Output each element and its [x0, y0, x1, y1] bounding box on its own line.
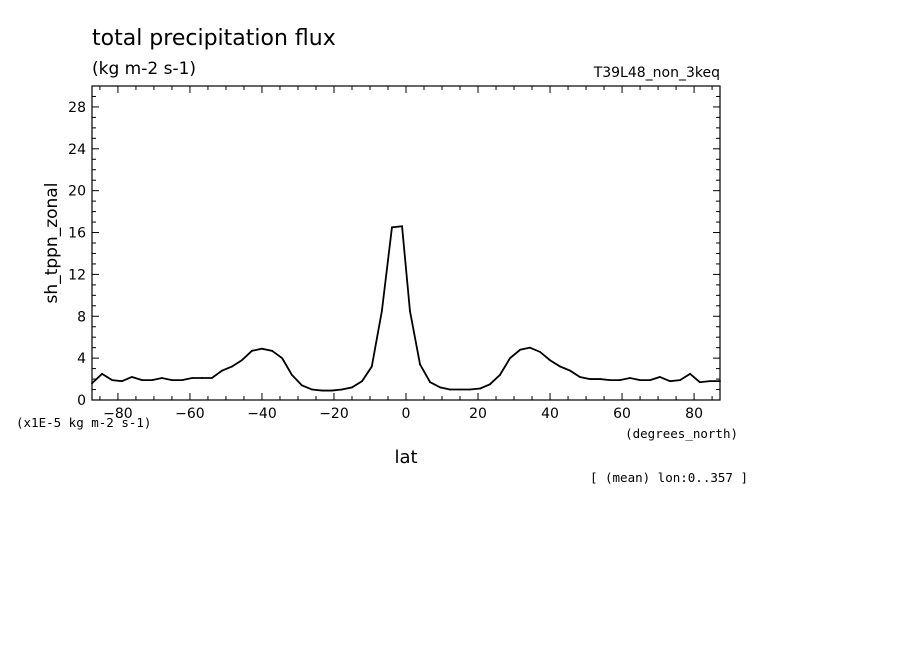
data-point	[101, 372, 103, 375]
y-tick-label: 12	[68, 267, 86, 283]
data-point	[709, 380, 711, 383]
data-point	[549, 359, 551, 362]
data-point	[141, 379, 143, 382]
data-point	[160, 377, 163, 379]
plot-area: −80 −60 −40 −20 0 20 40 60 80 0 4 8 12 16 20 24 28	[68, 85, 721, 422]
data-point	[609, 379, 612, 382]
data-point	[479, 387, 482, 390]
data-point	[409, 310, 411, 312]
x-tick-label: −40	[247, 406, 277, 422]
data-point	[401, 225, 403, 228]
data-point	[91, 382, 93, 385]
data-point	[629, 377, 631, 379]
data-point	[200, 377, 203, 379]
data-point	[321, 389, 323, 392]
data-point	[261, 347, 263, 350]
data-point	[191, 377, 194, 379]
data-point	[391, 226, 393, 229]
data-point	[370, 365, 373, 368]
data-point	[528, 346, 531, 349]
y-tick-label: 28	[68, 100, 86, 116]
data-point	[111, 379, 114, 382]
data-point	[290, 373, 293, 376]
y-axis-label: sh_tppn_zonal	[42, 183, 62, 304]
data-point	[639, 379, 641, 382]
chart-title: total precipitation flux	[92, 26, 336, 51]
data-point	[380, 310, 383, 312]
data-point	[231, 365, 233, 368]
x-tick-label: 60	[613, 406, 631, 422]
x-tick-label: −80	[103, 406, 133, 422]
data-point	[519, 348, 522, 351]
data-point	[658, 376, 661, 378]
series-line	[91, 225, 720, 392]
data-point	[351, 386, 353, 389]
y-tick-label: 4	[77, 351, 86, 367]
experiment-label: T39L48_non_3keq	[593, 65, 720, 81]
data-point	[240, 359, 243, 362]
y-scale-note: (x1E-5 kg m-2 s-1)	[16, 415, 151, 430]
x-tick-label: −60	[175, 406, 205, 422]
data-point	[539, 350, 541, 353]
data-point	[311, 388, 313, 391]
data-point	[589, 378, 591, 380]
data-point	[499, 373, 501, 376]
data-point	[698, 381, 701, 384]
data-point	[429, 381, 432, 384]
data-point	[271, 349, 273, 352]
series-points	[91, 225, 721, 392]
data-point	[469, 388, 471, 391]
x-tick-label: −20	[319, 406, 349, 422]
x-axis-units: (degrees_north)	[625, 426, 738, 441]
data-point	[250, 349, 253, 352]
footnote: [ (mean) lon:0..357 ]	[590, 470, 748, 485]
x-axis: −80 −60 −40 −20 0 20 40 60 80	[99, 86, 713, 422]
data-point	[171, 379, 173, 382]
chart-units: (kg m-2 s-1)	[92, 59, 196, 79]
data-point	[419, 363, 421, 366]
data-point	[151, 379, 154, 382]
data-point	[181, 379, 183, 382]
data-point	[618, 379, 621, 382]
x-tick-label: 20	[469, 406, 487, 422]
y-tick-label: 8	[77, 309, 86, 325]
data-point	[599, 378, 601, 380]
data-point	[301, 384, 303, 387]
data-point	[211, 377, 213, 379]
data-point	[120, 380, 123, 383]
data-point	[341, 388, 343, 391]
y-tick-label: 24	[68, 142, 86, 158]
data-point	[330, 389, 333, 392]
y-axis: 0 4 8 12 16 20 24 28	[68, 95, 720, 409]
x-tick-label: 0	[402, 406, 411, 422]
data-point	[489, 383, 491, 386]
data-point	[131, 376, 133, 378]
data-point	[669, 380, 671, 383]
x-tick-label: 80	[685, 406, 703, 422]
y-tick-label: 20	[68, 184, 86, 200]
data-point	[509, 357, 511, 360]
data-point	[679, 379, 681, 382]
data-point	[559, 365, 562, 368]
data-point	[569, 369, 572, 372]
data-point	[649, 379, 652, 382]
x-tick-label: 40	[541, 406, 559, 422]
data-point	[361, 380, 363, 383]
y-tick-label: 16	[68, 226, 86, 242]
data-point	[579, 376, 581, 378]
data-point	[221, 369, 223, 372]
data-point	[689, 372, 692, 375]
plot-frame	[91, 85, 721, 401]
data-point	[281, 357, 284, 360]
data-point	[459, 388, 461, 391]
y-tick-label: 0	[77, 393, 86, 409]
data-point	[719, 380, 721, 383]
x-axis-label: lat	[394, 447, 417, 468]
data-point	[439, 386, 442, 389]
data-point	[449, 388, 451, 391]
